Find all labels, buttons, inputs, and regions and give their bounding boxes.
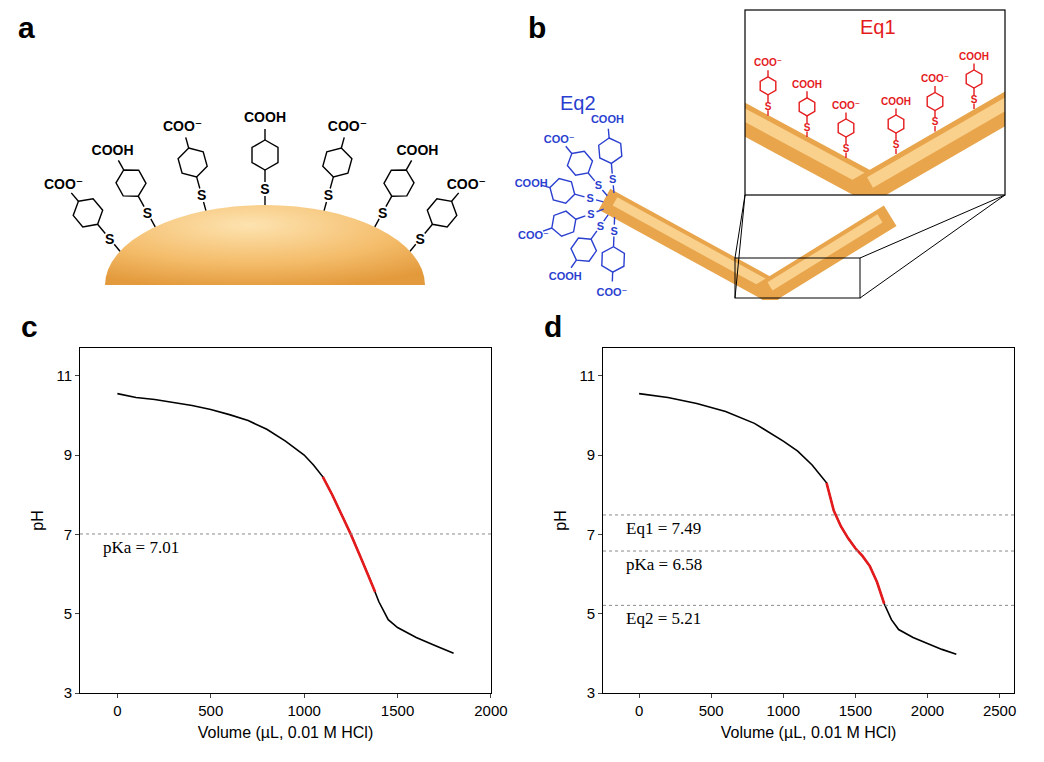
svg-text:COOH: COOH [959,51,989,62]
svg-text:COO⁻: COO⁻ [597,286,628,298]
svg-text:S: S [893,139,900,150]
svg-text:0: 0 [113,702,121,719]
svg-text:COO⁻: COO⁻ [921,73,949,84]
svg-text:COO⁻: COO⁻ [832,100,860,111]
svg-text:Eq1 = 7.49: Eq1 = 7.49 [626,519,701,538]
svg-text:COOH: COOH [792,79,822,90]
svg-text:a: a [18,11,35,44]
svg-text:COOH: COOH [396,142,438,158]
svg-text:S: S [143,205,152,221]
svg-text:S: S [597,220,604,232]
svg-text:2000: 2000 [911,702,944,719]
svg-text:Volume (µL, 0.01 M HCl): Volume (µL, 0.01 M HCl) [198,724,374,741]
svg-text:S: S [416,231,425,247]
svg-text:S: S [609,173,616,185]
svg-text:pH: pH [552,510,569,530]
svg-text:COO⁻: COO⁻ [518,229,549,241]
svg-text:500: 500 [198,702,223,719]
svg-text:d: d [544,310,562,343]
svg-text:Eq1: Eq1 [860,16,896,38]
svg-text:Volume (µL, 0.01 M HCl): Volume (µL, 0.01 M HCl) [721,724,897,741]
svg-text:pKa = 6.58: pKa = 6.58 [626,555,702,574]
svg-text:S: S [324,187,333,203]
svg-text:S: S [932,116,939,127]
svg-text:11: 11 [579,367,595,384]
svg-text:2000: 2000 [474,702,507,719]
svg-text:S: S [765,101,772,112]
svg-text:COOH: COOH [515,177,548,189]
svg-text:500: 500 [699,702,724,719]
svg-text:1000: 1000 [767,702,800,719]
svg-text:9: 9 [64,446,72,463]
svg-text:S: S [260,181,269,197]
svg-text:1500: 1500 [839,702,872,719]
svg-text:COO⁻: COO⁻ [328,118,367,134]
svg-text:7: 7 [587,526,595,543]
svg-text:S: S [804,122,811,133]
svg-text:COOH: COOH [92,142,134,158]
svg-text:S: S [610,225,617,237]
svg-text:COOH: COOH [549,270,582,282]
svg-text:S: S [587,192,594,204]
svg-text:COOH: COOH [591,113,624,125]
svg-text:S: S [197,187,206,203]
svg-text:S: S [105,231,114,247]
svg-text:2500: 2500 [983,702,1016,719]
svg-text:7: 7 [64,526,72,543]
svg-text:S: S [595,179,602,191]
svg-text:COO⁻: COO⁻ [44,176,83,192]
svg-text:pH: pH [29,510,46,530]
svg-text:COO⁻: COO⁻ [163,118,202,134]
svg-text:1500: 1500 [381,702,414,719]
svg-text:9: 9 [587,446,595,463]
svg-text:Eq2: Eq2 [560,92,596,114]
svg-text:c: c [21,310,38,343]
svg-text:Eq2 = 5.21: Eq2 = 5.21 [626,609,701,628]
svg-text:COO⁻: COO⁻ [544,133,575,145]
svg-text:1000: 1000 [287,702,320,719]
svg-text:S: S [378,205,387,221]
svg-text:COO⁻: COO⁻ [447,176,486,192]
svg-text:COOH: COOH [244,109,286,125]
svg-text:b: b [528,11,546,44]
svg-text:S: S [843,143,850,154]
svg-text:S: S [971,94,978,105]
svg-text:COO⁻: COO⁻ [754,57,782,68]
svg-text:COOH: COOH [881,96,911,107]
svg-text:3: 3 [587,684,595,701]
svg-text:5: 5 [64,605,72,622]
svg-text:pKa = 7.01: pKa = 7.01 [103,538,179,557]
svg-text:5: 5 [587,605,595,622]
svg-text:3: 3 [64,684,72,701]
svg-text:11: 11 [56,367,72,384]
svg-text:0: 0 [635,702,643,719]
svg-text:S: S [587,208,594,220]
